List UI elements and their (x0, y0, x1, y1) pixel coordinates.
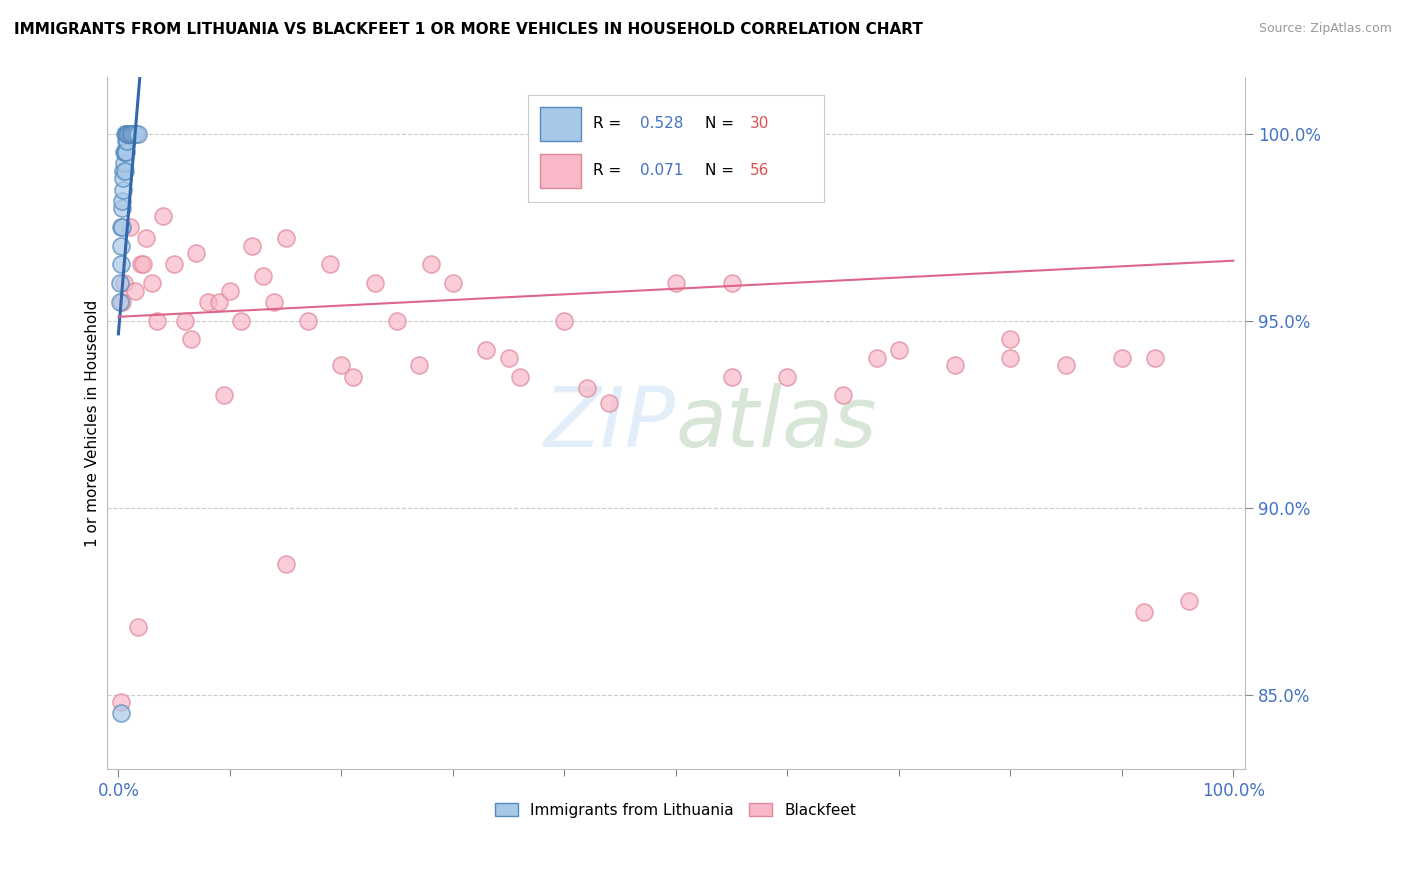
Point (274, 557, 297, 571)
Point (110, 706, 132, 721)
Point (342, 369, 364, 384)
Point (509, 369, 531, 384)
Point (120, 127, 142, 141)
Point (832, 388, 855, 402)
Point (110, 238, 132, 252)
Point (112, 276, 135, 290)
Point (115, 134, 138, 148)
Point (865, 351, 887, 365)
Point (598, 396, 620, 410)
Point (208, 294, 231, 309)
Point (186, 246, 208, 260)
Point (132, 257, 155, 271)
Point (665, 276, 688, 290)
Point (114, 145, 136, 160)
Point (553, 313, 575, 327)
Point (197, 294, 219, 309)
Point (117, 127, 139, 141)
Point (115, 127, 138, 141)
Point (297, 313, 319, 327)
Point (111, 194, 134, 208)
Text: atlas: atlas (676, 383, 877, 464)
Point (720, 369, 742, 384)
Point (319, 257, 342, 271)
Point (1054, 359, 1077, 373)
Point (419, 257, 441, 271)
Point (111, 183, 134, 197)
Text: ZIP: ZIP (544, 383, 676, 464)
Point (720, 276, 742, 290)
Point (1144, 351, 1167, 365)
Point (125, 127, 148, 141)
Point (111, 202, 134, 216)
Point (575, 381, 598, 395)
Point (152, 209, 174, 223)
Point (110, 220, 132, 235)
Point (163, 257, 186, 271)
Point (263, 294, 285, 309)
Point (1000, 351, 1022, 365)
Point (111, 164, 134, 178)
Text: IMMIGRANTS FROM LITHUANIA VS BLACKFEET 1 OR MORE VEHICLES IN HOUSEHOLD CORRELATI: IMMIGRANTS FROM LITHUANIA VS BLACKFEET 1… (14, 22, 922, 37)
Text: Source: ZipAtlas.com: Source: ZipAtlas.com (1258, 22, 1392, 36)
Point (108, 276, 131, 290)
Point (112, 171, 135, 186)
Point (127, 620, 149, 634)
Point (1111, 351, 1133, 365)
Point (129, 257, 152, 271)
Point (776, 369, 799, 384)
Point (110, 257, 132, 271)
Point (114, 127, 136, 141)
Point (274, 231, 297, 245)
Point (121, 127, 143, 141)
Point (441, 276, 464, 290)
Point (122, 127, 145, 141)
Point (214, 388, 236, 402)
Point (146, 313, 169, 327)
Point (174, 313, 197, 327)
Point (330, 359, 353, 373)
Point (111, 294, 134, 309)
Point (887, 343, 910, 358)
Point (141, 276, 163, 290)
Point (498, 351, 520, 365)
Point (118, 220, 141, 235)
Point (1177, 594, 1199, 608)
Point (114, 164, 136, 178)
Point (135, 231, 157, 245)
Point (117, 127, 139, 141)
Point (114, 134, 136, 148)
Point (108, 294, 131, 309)
Point (115, 145, 138, 160)
Point (124, 284, 146, 298)
Point (110, 695, 132, 709)
Point (127, 127, 149, 141)
Point (112, 156, 135, 170)
Point (1000, 332, 1022, 346)
Y-axis label: 1 or more Vehicles in Household: 1 or more Vehicles in Household (86, 300, 100, 547)
Point (240, 238, 263, 252)
Point (117, 127, 139, 141)
Point (385, 313, 408, 327)
Point (111, 220, 134, 235)
Point (943, 359, 966, 373)
Point (252, 268, 274, 283)
Point (364, 276, 387, 290)
Point (180, 332, 202, 346)
Point (219, 284, 242, 298)
Point (475, 343, 498, 358)
Point (118, 127, 141, 141)
Legend: Immigrants from Lithuania, Blackfeet: Immigrants from Lithuania, Blackfeet (489, 797, 862, 824)
Point (112, 145, 135, 160)
Point (1133, 605, 1156, 619)
Point (408, 359, 430, 373)
Point (229, 313, 252, 327)
